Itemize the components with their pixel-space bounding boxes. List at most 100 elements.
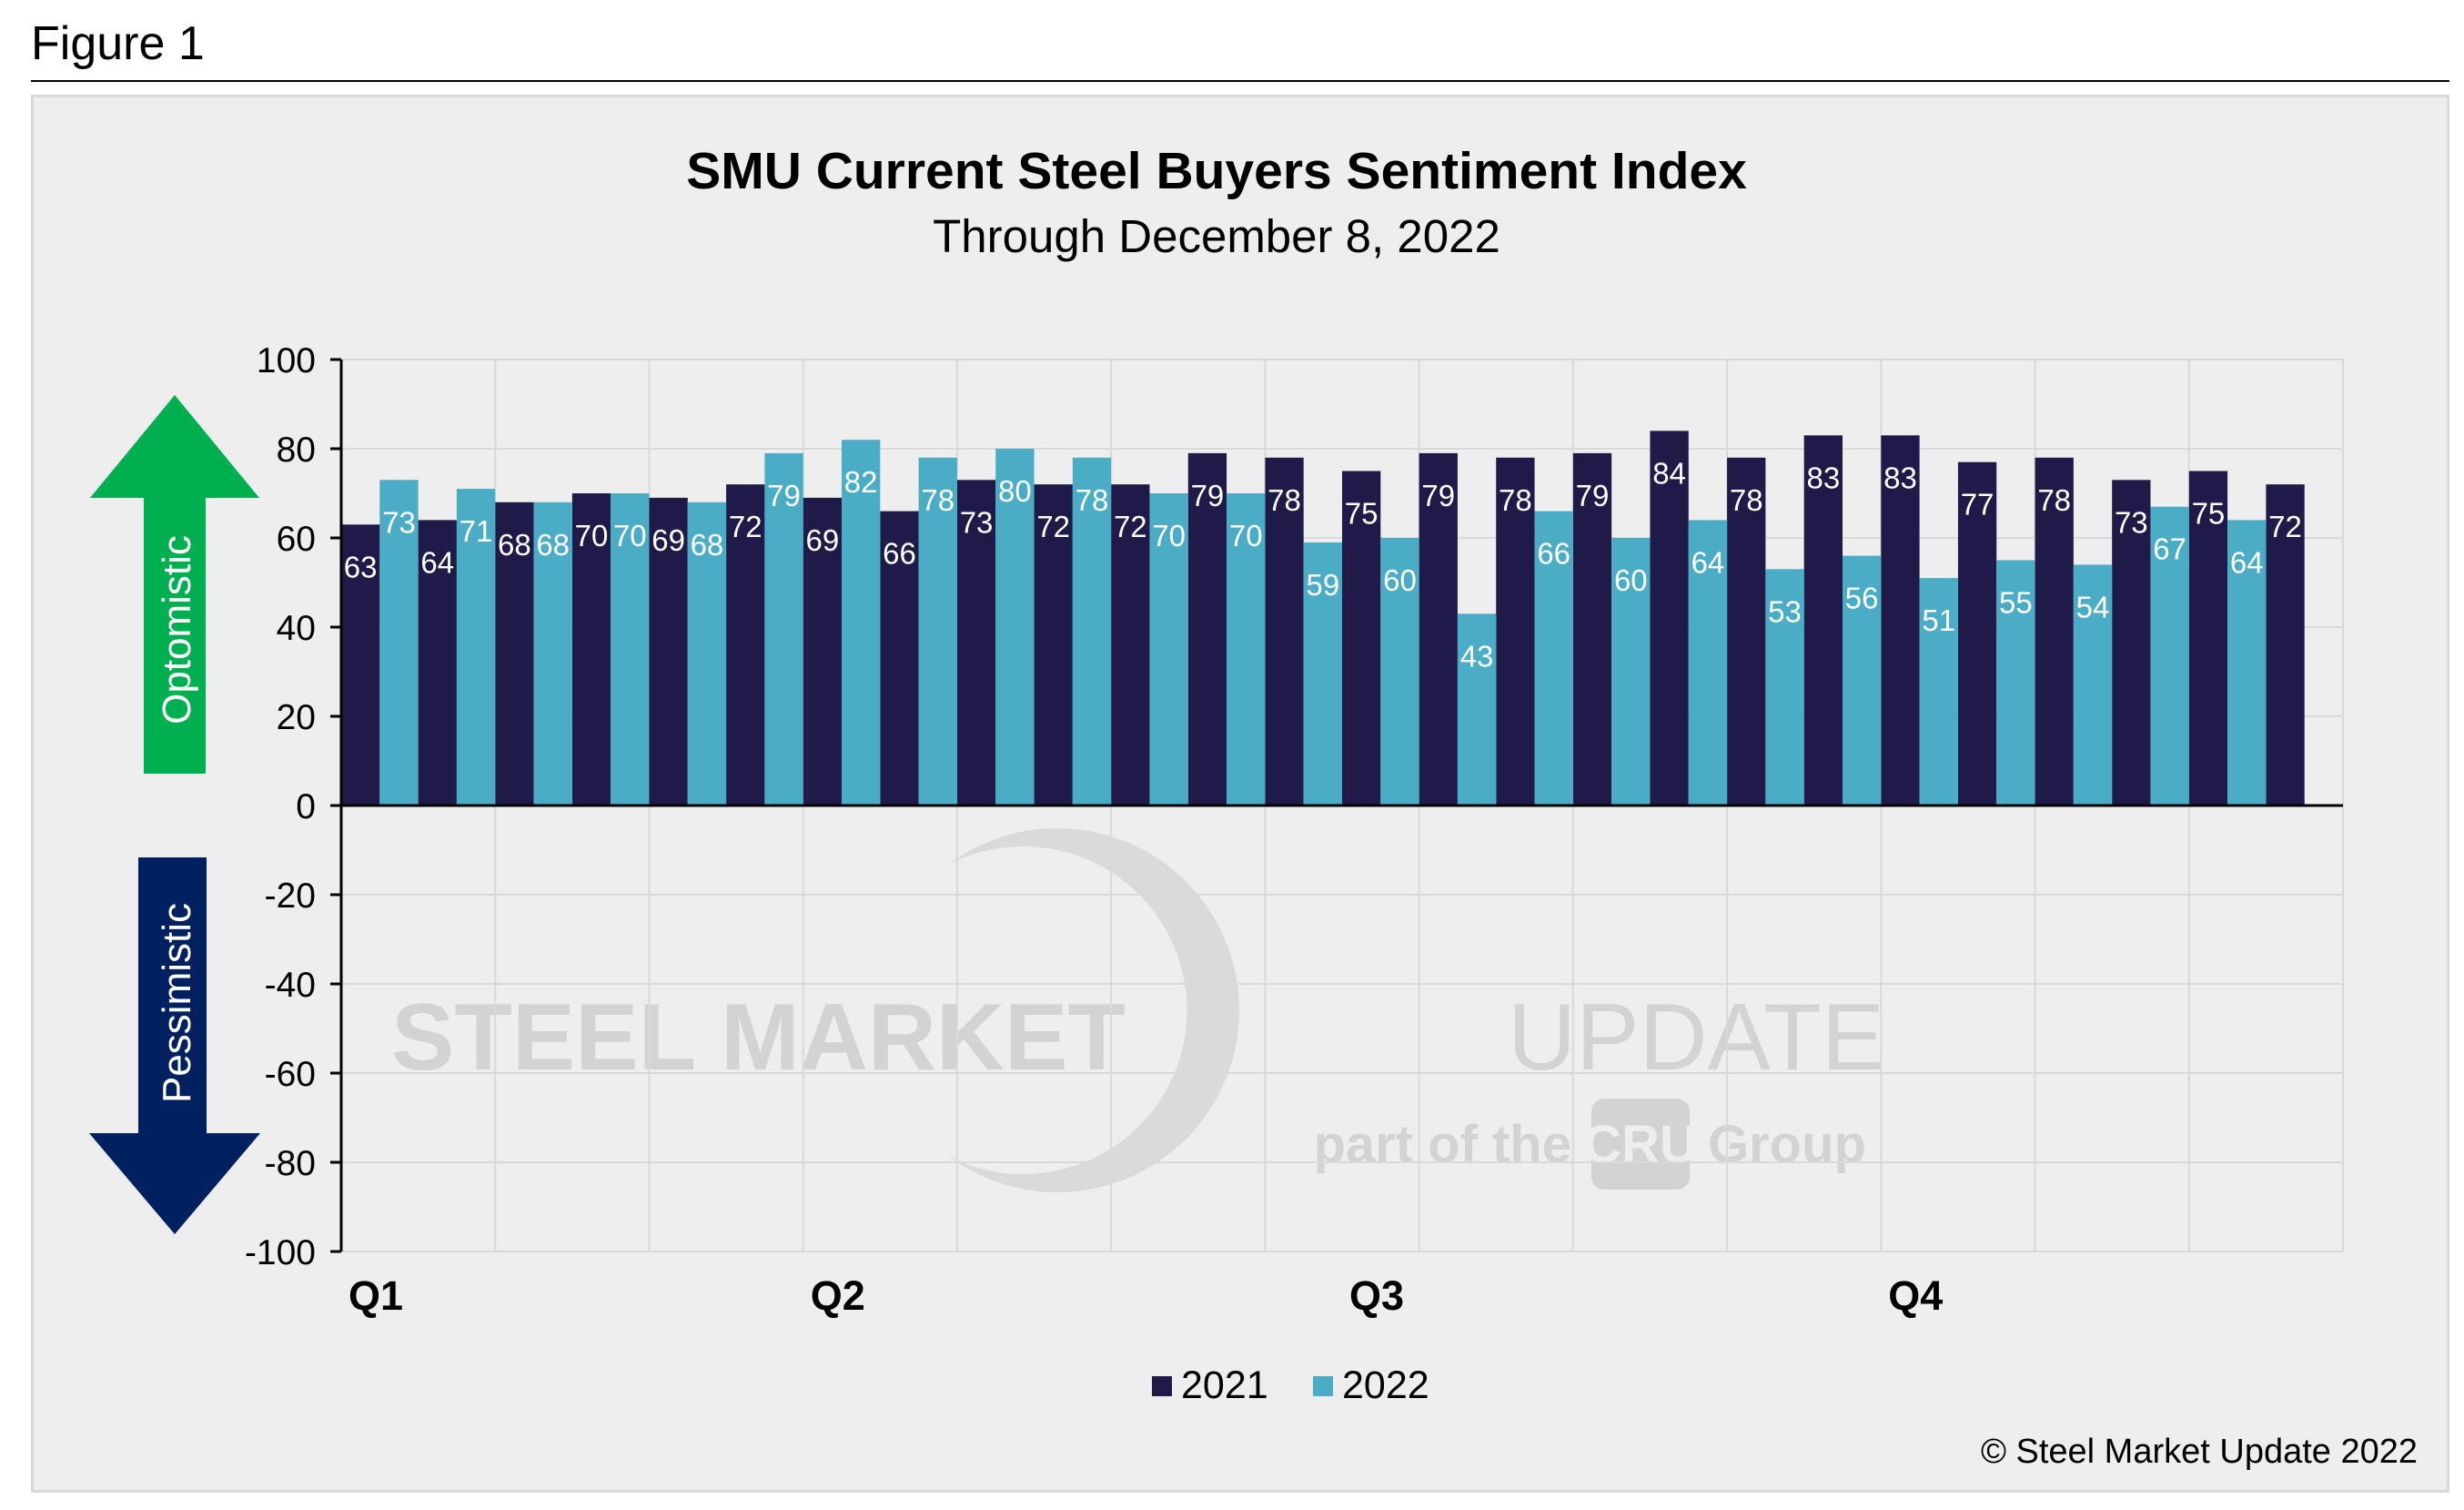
bar-2022 [1765,569,1804,806]
bar-2022 [2073,564,2113,806]
bar-2022 [1919,578,1958,806]
data-label-2022: 82 [844,465,878,499]
bar-2022 [1996,560,2035,806]
bar-2022 [2150,506,2189,806]
y-tick-label: 20 [277,698,316,737]
data-label-2021: 77 [1961,488,1994,522]
bar-2021 [1803,435,1843,806]
data-label-2022: 68 [536,528,570,562]
y-tick-label: -100 [245,1233,316,1272]
data-label-2022: 54 [2076,590,2110,623]
bar-2021 [1496,457,1535,806]
bar-2022 [2227,520,2267,806]
data-label-2022: 51 [1922,603,1955,637]
watermark-crescent-icon [948,827,1240,1192]
data-label-2021: 63 [344,550,378,583]
bar-2021 [2112,480,2151,806]
y-tick-label: -20 [265,877,316,916]
bar-2021 [649,497,688,806]
bar-2021 [803,497,842,806]
data-label-2022: 59 [1306,568,1339,602]
data-label-2021: 83 [1806,461,1840,494]
bar-2022 [1072,457,1112,806]
bar-2021 [1881,435,1920,806]
y-tick-label: 80 [277,431,316,470]
y-axis-ticks: 100 80 60 40 20 0 -20 -40 -60 -80 -100 [245,341,316,1272]
data-label-2022: 78 [1075,483,1109,517]
optimistic-label: Optomistic [155,535,199,725]
watermark-logo-box [1591,1099,1690,1190]
y-tick-label: 40 [277,609,316,648]
watermark-subtitle-pre: part of the [1313,1115,1571,1174]
data-label-2022: 70 [1229,519,1263,552]
data-label-2022: 66 [1537,537,1570,571]
data-label-2021: 72 [1114,510,1147,543]
watermark-title-light: UPDATE [1508,985,1884,1090]
bar-2022 [1457,613,1497,806]
data-label-2021: 78 [1267,483,1301,517]
bar-2021 [341,524,380,806]
quarter-label: Q1 [348,1272,403,1319]
legend: 2021 2022 [1152,1363,1429,1407]
bar-2021 [1957,461,1997,806]
down-arrow-icon [89,857,260,1234]
bar-2022 [1611,538,1651,806]
bar-2021 [956,480,996,806]
data-label-2021: 69 [651,523,685,557]
axes [330,358,2343,1253]
bar-2022 [1843,555,1882,806]
bar-2022 [611,493,650,806]
quarter-label: Q2 [811,1272,865,1319]
quarter-label: Q4 [1888,1272,1943,1319]
data-label-2022: 53 [1768,594,1802,628]
data-label-2021: 78 [1499,483,1532,517]
legend-swatch-2022 [1313,1376,1333,1396]
legend-swatch-2021 [1152,1376,1172,1396]
watermark-logo-text: CRU [1583,1115,1698,1174]
bar-2021 [418,520,457,806]
bar-2022 [995,449,1035,806]
watermark-title-bold: STEEL MARKET [391,985,1126,1090]
bar-2021 [1572,452,1612,806]
bar-2022 [1534,511,1573,806]
data-label-2022: 64 [2230,545,2264,579]
bar-2021 [880,511,919,806]
data-label-2021: 73 [2115,505,2148,539]
bar-2022 [918,457,957,806]
watermark-subtitle-post: Group [1708,1115,1866,1174]
bar-2021 [2035,457,2074,806]
data-label-2022: 73 [382,505,416,539]
data-label-2022: 55 [1999,586,2033,620]
bar-2022 [1149,493,1188,806]
bar-2021 [1187,452,1227,806]
bar-2022 [842,440,881,806]
optimistic-arrow: Optomistic [90,395,259,774]
copyright: © Steel Market Update 2022 [1981,1433,2418,1471]
chart-panel: SMU Current Steel Buyers Sentiment Index… [31,95,2449,1493]
data-label-2022: 60 [1614,563,1648,597]
y-tick-label: -60 [265,1055,316,1094]
bar-2022 [687,502,727,806]
chart-subtitle: Through December 8, 2022 [933,210,1500,262]
data-label-2021: 72 [729,510,762,543]
data-label-2022: 56 [1845,582,1879,615]
data-label-2022: 80 [998,474,1032,508]
data-label-2022: 64 [1691,545,1725,579]
data-label-2021: 73 [960,505,994,539]
legend-label-2022: 2022 [1342,1363,1429,1407]
bar-2022 [764,452,803,806]
data-label-2021: 64 [420,545,454,579]
bar-2022 [1227,493,1266,806]
data-label-2021: 84 [1652,456,1686,490]
chart-title: SMU Current Steel Buyers Sentiment Index [686,142,1747,200]
data-label-2022: 67 [2153,532,2186,566]
data-label-2022: 70 [613,519,647,552]
data-label-2021: 83 [1883,461,1917,494]
legend-label-2021: 2021 [1181,1363,1268,1407]
up-arrow-icon [90,395,259,774]
data-label-2022: 79 [767,479,801,512]
x-axis-quarters: Q1 Q2 Q3 Q4 [348,1272,1943,1319]
data-label-2022: 60 [1383,563,1417,597]
bar-2021 [1034,484,1073,806]
